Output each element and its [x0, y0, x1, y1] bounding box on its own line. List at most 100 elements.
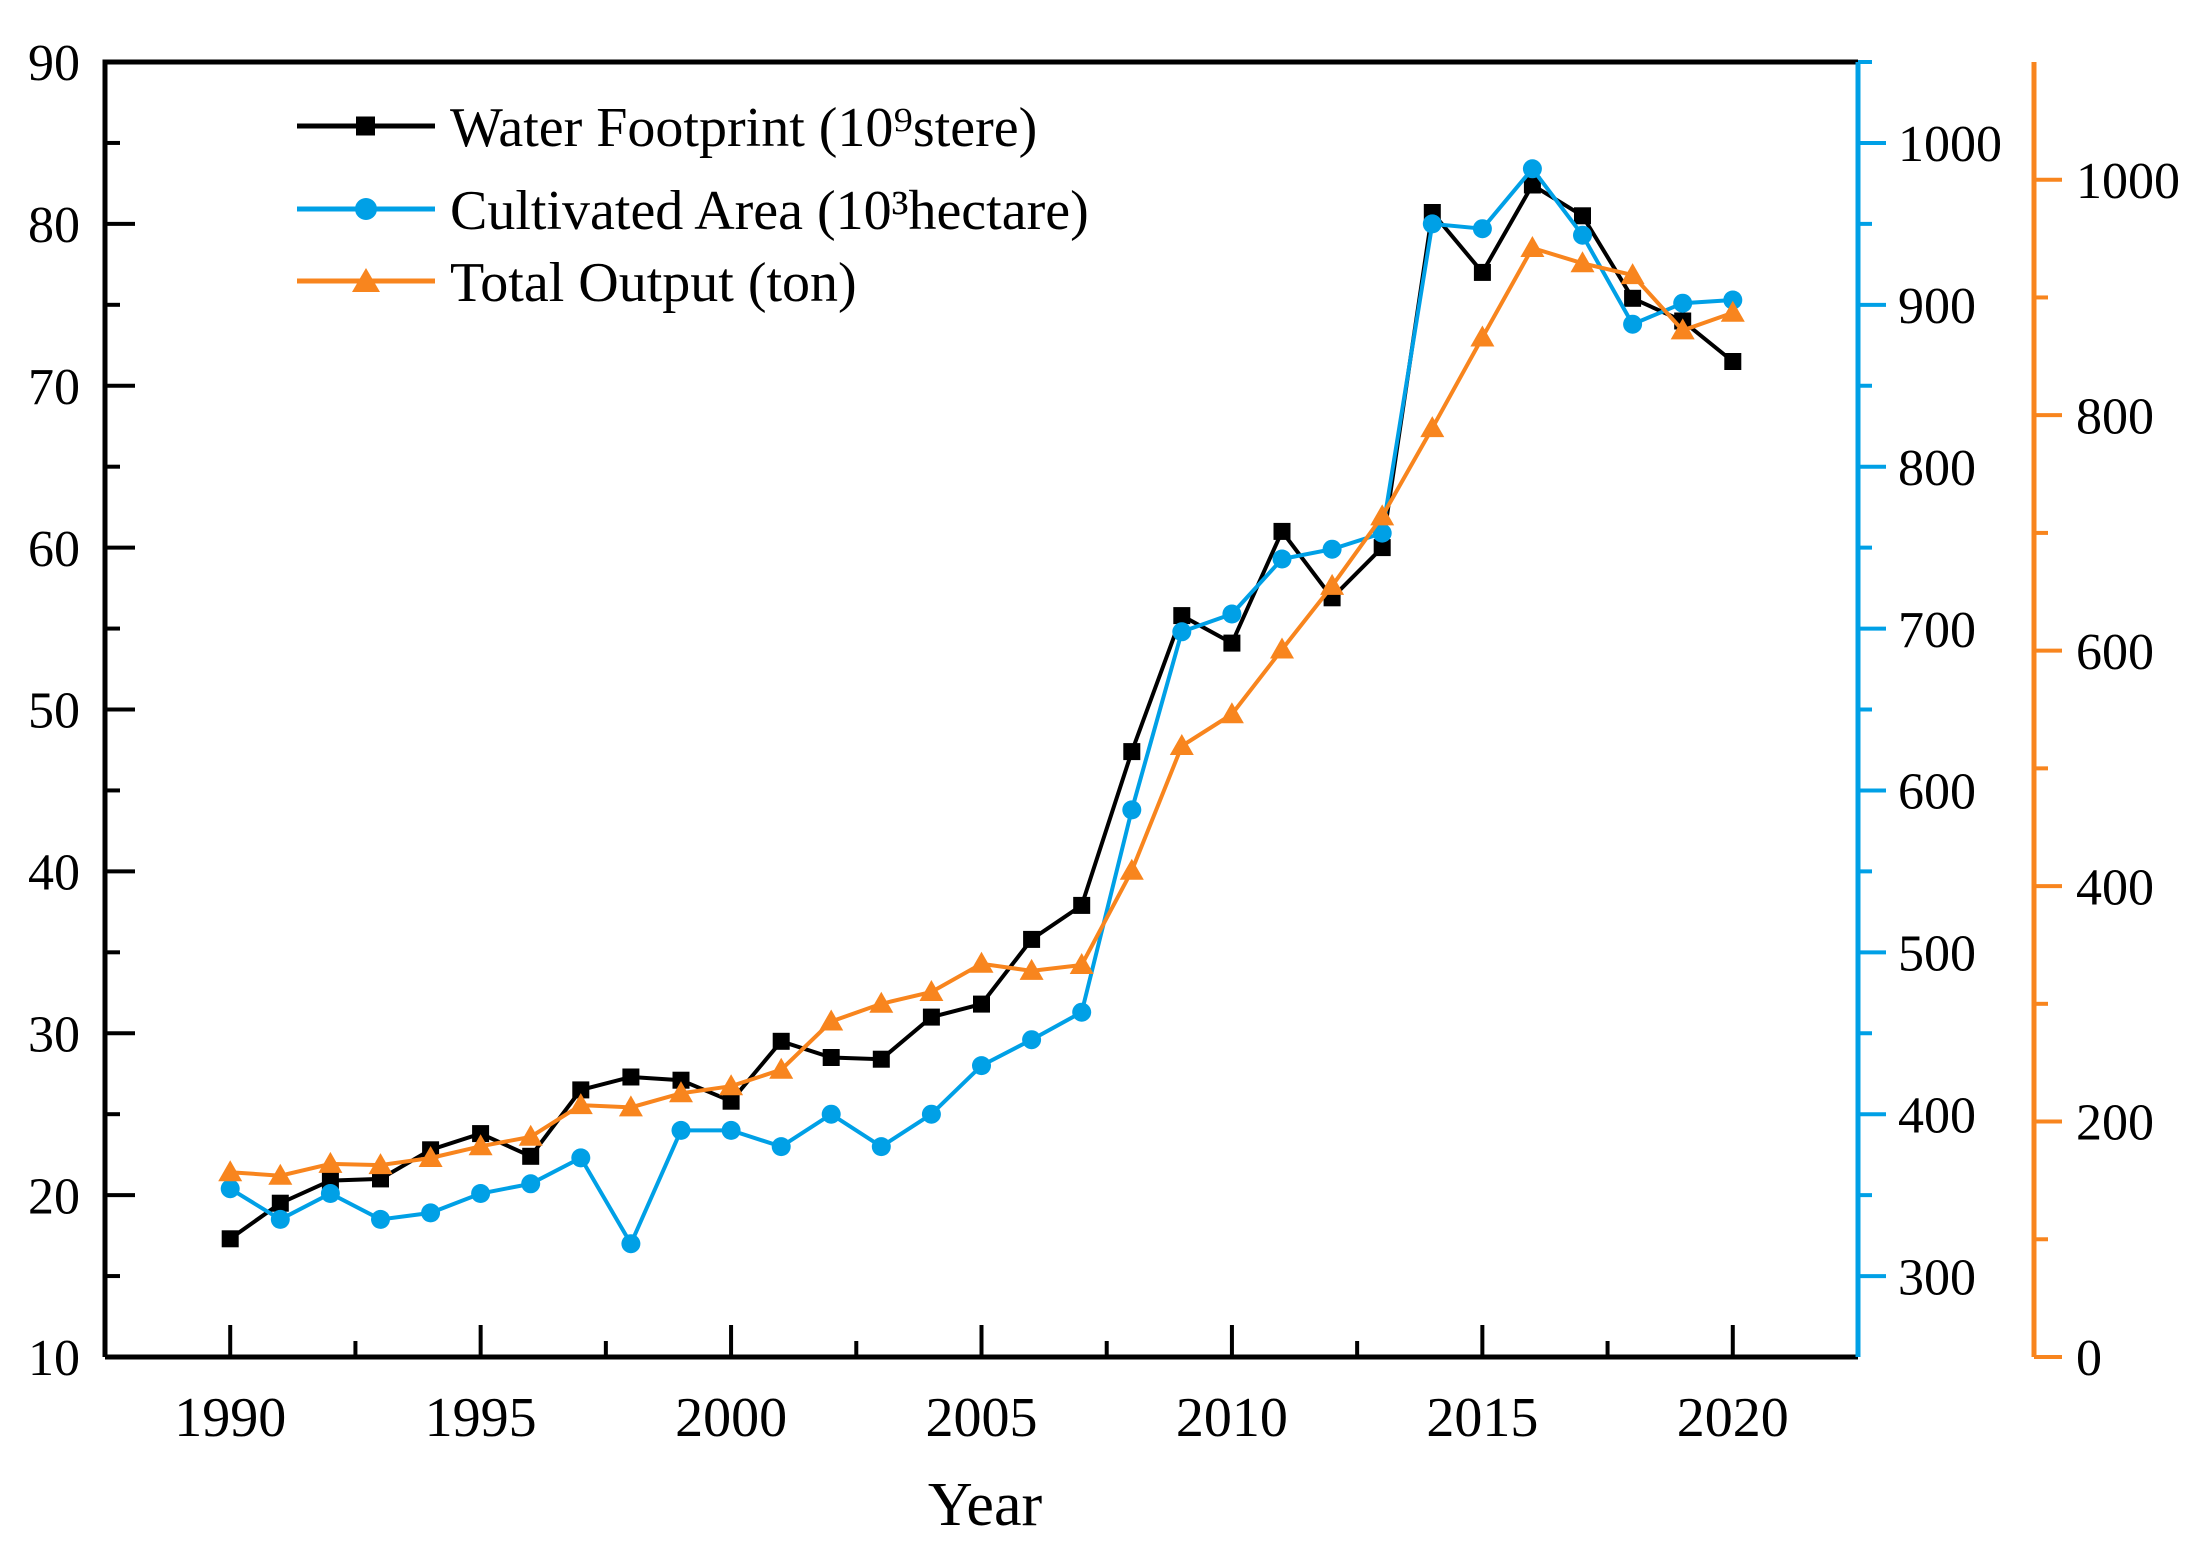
data-point-water-footprint — [1624, 289, 1642, 307]
series-total-output — [218, 236, 1745, 1185]
data-point-total-output — [1570, 251, 1595, 273]
data-point-water-footprint — [722, 1092, 740, 1110]
plot-area: 1990 1995 2000 2005 2010 2015 2020102030405060… — [28, 35, 2180, 1449]
blue-tick-label: 500 — [1898, 926, 1976, 983]
data-point-cultivated-area — [521, 1174, 541, 1194]
x-tick-label: 1990 — [174, 1387, 286, 1449]
data-point-cultivated-area — [220, 1179, 240, 1199]
data-point-total-output — [468, 1134, 493, 1156]
data-point-total-output — [969, 951, 994, 973]
left-tick-label: 60 — [28, 521, 80, 578]
data-point-cultivated-area — [1372, 523, 1392, 543]
legend-triangle-marker-icon — [352, 268, 380, 292]
legend-circle-marker-icon — [355, 198, 377, 220]
data-point-cultivated-area — [1222, 604, 1242, 624]
data-point-total-output — [518, 1124, 543, 1146]
data-point-water-footprint — [1574, 207, 1591, 225]
data-point-cultivated-area — [721, 1120, 741, 1140]
blue-tick-label: 300 — [1898, 1249, 1976, 1306]
data-point-total-output — [268, 1163, 293, 1185]
data-point-total-output — [669, 1081, 693, 1103]
data-point-total-output — [1270, 637, 1294, 659]
blue-tick-label: 900 — [1898, 278, 1976, 335]
series-line-total-output — [230, 245, 1734, 1178]
blue-tick-label: 800 — [1898, 440, 1976, 497]
data-point-total-output — [218, 1160, 243, 1182]
data-point-water-footprint — [1724, 353, 1742, 370]
data-point-cultivated-area — [1472, 219, 1492, 239]
data-point-water-footprint — [572, 1081, 590, 1099]
data-point-water-footprint — [1373, 539, 1391, 557]
legend-label-total-output: Total Output (ton) — [450, 252, 857, 314]
data-point-cultivated-area — [621, 1234, 641, 1254]
data-point-total-output — [1019, 958, 1044, 980]
left-tick-label: 30 — [28, 1006, 80, 1063]
data-point-total-output — [1320, 573, 1345, 595]
orange-tick-label: 800 — [2076, 388, 2154, 445]
data-point-total-output — [819, 1009, 844, 1031]
data-point-water-footprint — [772, 1032, 790, 1050]
data-point-water-footprint — [1023, 930, 1041, 948]
orange-tick-label: 200 — [2076, 1095, 2154, 1152]
x-tick-label: 2020 — [1677, 1387, 1789, 1449]
data-point-cultivated-area — [1022, 1030, 1042, 1050]
data-point-cultivated-area — [972, 1056, 991, 1076]
series-line-cultivated-area — [229, 165, 1733, 1249]
data-point-cultivated-area — [671, 1120, 691, 1140]
data-point-water-footprint — [221, 1230, 239, 1248]
left-tick-label: 10 — [28, 1330, 80, 1387]
data-point-water-footprint — [1473, 263, 1491, 281]
data-point-cultivated-area — [871, 1137, 891, 1157]
data-point-cultivated-area — [1623, 314, 1643, 334]
data-point-cultivated-area — [571, 1148, 591, 1168]
data-point-cultivated-area — [1172, 622, 1192, 642]
data-point-water-footprint — [1173, 607, 1191, 625]
left-tick-label: 70 — [28, 359, 80, 416]
data-point-total-output — [1169, 734, 1194, 755]
legend-item-total-output: Total Output (ton) — [297, 252, 857, 314]
series-line-water-footprint — [229, 182, 1735, 1241]
blue-tick-label: 700 — [1898, 602, 1976, 659]
data-point-water-footprint — [472, 1125, 490, 1143]
data-point-total-output — [1219, 702, 1244, 724]
orange-tick-label: 0 — [2076, 1330, 2102, 1387]
data-point-total-output — [1420, 416, 1445, 438]
legend-item-water-footprint: Water Footprint (10⁹stere) — [297, 97, 1037, 159]
data-point-total-output — [318, 1151, 343, 1173]
blue-tick-label: 400 — [1898, 1087, 1976, 1144]
data-point-total-output — [719, 1074, 744, 1096]
data-point-cultivated-area — [270, 1209, 290, 1229]
legend-label-water-footprint: Water Footprint (10⁹stere) — [450, 97, 1037, 159]
data-point-total-output — [769, 1057, 794, 1079]
left-tick-label: 40 — [28, 845, 80, 902]
legend-label-cultivated-area: Cultivated Area (10³hectare) — [450, 180, 1089, 242]
orange-tick-label: 400 — [2076, 859, 2154, 916]
data-point-water-footprint — [672, 1071, 690, 1089]
data-point-water-footprint — [271, 1194, 289, 1212]
data-point-cultivated-area — [821, 1104, 841, 1124]
data-point-water-footprint — [321, 1172, 339, 1190]
data-point-water-footprint — [872, 1050, 890, 1068]
data-point-cultivated-area — [921, 1104, 941, 1124]
data-point-total-output — [368, 1153, 393, 1175]
x-axis-title: Year — [928, 1471, 1043, 1539]
data-point-water-footprint — [922, 1008, 940, 1026]
orange-tick-label: 600 — [2076, 624, 2154, 681]
data-point-total-output — [1720, 300, 1745, 322]
left-tick-label: 90 — [28, 35, 80, 92]
left-tick-label: 20 — [28, 1168, 80, 1225]
left-tick-label: 80 — [28, 197, 80, 254]
data-point-total-output — [869, 991, 894, 1013]
data-point-water-footprint — [1523, 176, 1541, 194]
data-point-water-footprint — [973, 995, 990, 1013]
legend-item-cultivated-area: Cultivated Area (10³hectare) — [297, 180, 1089, 242]
data-point-total-output — [1370, 504, 1395, 526]
data-point-cultivated-area — [320, 1184, 340, 1203]
data-point-water-footprint — [1223, 634, 1241, 652]
data-point-total-output — [418, 1146, 443, 1167]
data-point-cultivated-area — [1522, 159, 1542, 179]
data-point-total-output — [1119, 858, 1144, 880]
legend-square-marker-icon — [356, 116, 375, 136]
data-point-water-footprint — [822, 1049, 840, 1066]
